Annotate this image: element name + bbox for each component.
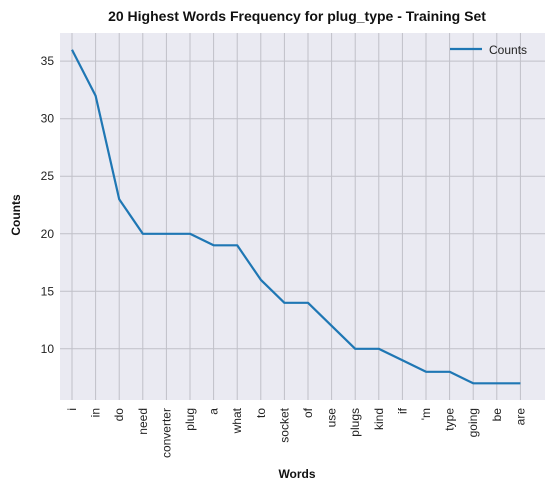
x-tick-label: what xyxy=(230,407,244,434)
series-line-counts xyxy=(71,49,521,385)
x-tick-label: if xyxy=(395,407,409,414)
y-gridlines xyxy=(60,60,545,350)
x-tick-labels: i in do need converter plug a what to socket of use… xyxy=(65,407,527,458)
y-tick-label: 35 xyxy=(41,54,55,68)
x-tick-label: to xyxy=(254,408,268,418)
x-tick-label: a xyxy=(207,408,221,415)
legend-label: Counts xyxy=(489,43,527,57)
y-tick-label: 15 xyxy=(41,284,55,298)
x-tick-label: use xyxy=(325,408,339,428)
y-tick-label: 25 xyxy=(41,169,55,183)
y-tick-label: 10 xyxy=(41,342,55,356)
x-tick-label: converter xyxy=(159,408,173,458)
x-tick-label: need xyxy=(136,408,150,435)
y-tick-label: 20 xyxy=(41,227,55,241)
x-tick-label: plugs xyxy=(348,408,362,437)
x-tick-label: kind xyxy=(372,408,386,430)
y-tick-label: 30 xyxy=(41,112,55,126)
x-tick-label: do xyxy=(112,408,126,422)
x-tick-label: socket xyxy=(277,407,291,442)
x-tick-label: type xyxy=(443,408,457,431)
x-tick-label: going xyxy=(466,408,480,437)
x-tick-label: plug xyxy=(183,408,197,431)
x-tick-label: 'm xyxy=(419,408,433,420)
x-tick-label: are xyxy=(513,408,527,426)
x-axis-label: Words xyxy=(278,467,315,481)
x-tick-label: in xyxy=(89,408,103,417)
x-gridlines xyxy=(71,33,521,400)
legend: Counts xyxy=(450,43,527,57)
y-axis-label: Counts xyxy=(9,194,23,236)
x-tick-label: i xyxy=(65,408,79,411)
y-tick-labels: 10 15 20 25 30 35 xyxy=(41,54,55,356)
plot-area xyxy=(60,33,545,400)
x-tick-label: be xyxy=(490,408,504,422)
chart-title: 20 Highest Words Frequency for plug_type… xyxy=(108,8,486,24)
x-tick-label: of xyxy=(301,407,315,418)
